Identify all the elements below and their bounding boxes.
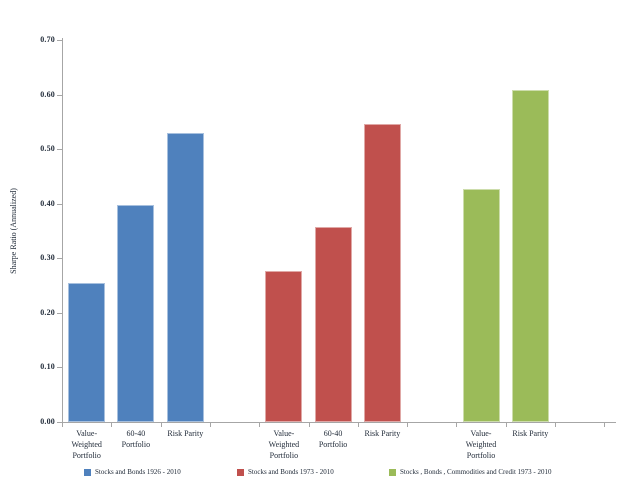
x-tick-mark xyxy=(259,422,261,427)
y-tick-label: 0.50 xyxy=(40,144,55,154)
x-category-label: Risk Parity xyxy=(344,428,420,439)
x-category-label-line: Weighted xyxy=(465,440,497,449)
x-axis-line xyxy=(62,422,616,423)
x-tick-mark xyxy=(604,422,606,427)
y-tick-label: 0.30 xyxy=(40,253,55,263)
bar xyxy=(511,89,549,422)
bar xyxy=(462,189,500,422)
y-tick-mark xyxy=(57,312,62,314)
x-category-label-line: Portfolio xyxy=(466,451,496,460)
legend-marker-icon xyxy=(237,468,244,476)
legend-label: Stocks and Bonds 1973 - 2010 xyxy=(248,468,334,476)
x-tick-mark xyxy=(209,422,211,427)
legend-marker-icon xyxy=(84,468,91,476)
legend-label: Stocks and Bonds 1926 - 2010 xyxy=(95,468,181,476)
x-category-label: Risk Parity xyxy=(147,428,223,439)
legend-item: Stocks , Bonds , Commodities and Credit … xyxy=(389,468,551,476)
legend-item: Stocks and Bonds 1973 - 2010 xyxy=(237,468,334,476)
y-axis-line xyxy=(62,38,63,423)
x-category-label-line: Risk Parity xyxy=(364,429,401,438)
x-category-label: 60-40 Portfolio xyxy=(98,428,174,450)
bar xyxy=(68,282,106,422)
legend-marker-icon xyxy=(389,468,396,476)
x-category-label: Value- Weighted Portfolio xyxy=(49,428,125,461)
legend-item: Stocks and Bonds 1926 - 2010 xyxy=(84,468,181,476)
bar xyxy=(363,124,401,422)
x-category-label-line: Value- xyxy=(76,429,98,438)
x-tick-mark xyxy=(62,422,63,427)
x-category-label-line: Portfolio xyxy=(72,451,101,460)
y-tick-mark xyxy=(57,258,62,260)
x-tick-mark xyxy=(308,422,310,427)
x-category-label-line: Risk Parity xyxy=(512,429,549,438)
y-tick-mark xyxy=(57,367,62,369)
y-tick-label: 0.40 xyxy=(40,198,55,208)
y-tick-label: 0.00 xyxy=(40,417,55,426)
x-tick-mark xyxy=(357,422,359,427)
y-tick-label: 0.10 xyxy=(40,362,55,372)
x-category-label-line: Portfolio xyxy=(121,440,151,449)
y-tick-label: 0.60 xyxy=(40,89,55,99)
y-axis-title: Sharpe Ratio (Annualized) xyxy=(9,188,18,274)
x-category-label: Value- Weighted Portfolio xyxy=(443,428,519,461)
x-tick-mark xyxy=(407,422,409,427)
bar xyxy=(166,132,204,422)
x-category-label-line: 60-40 xyxy=(126,429,146,438)
x-category-label-line: Value- xyxy=(273,429,295,438)
x-category-label: Value- Weighted Portfolio xyxy=(246,428,322,461)
x-category-label-line: Value- xyxy=(470,429,492,438)
x-tick-mark xyxy=(456,422,458,427)
y-tick-mark xyxy=(57,40,62,41)
y-tick-label: 0.70 xyxy=(40,35,55,44)
legend-label: Stocks , Bonds , Commodities and Credit … xyxy=(400,468,552,476)
bar xyxy=(265,271,303,422)
x-category-label-line: Weighted xyxy=(71,440,102,449)
y-tick-mark xyxy=(57,149,62,151)
x-tick-mark xyxy=(555,422,556,427)
x-tick-mark xyxy=(160,422,162,427)
x-tick-mark xyxy=(505,422,507,427)
x-category-label-line: Portfolio xyxy=(318,440,348,449)
x-category-label: Risk Parity xyxy=(492,428,568,439)
x-category-label-line: Weighted xyxy=(268,440,300,449)
x-tick-mark xyxy=(111,422,113,427)
x-category-label-line: Risk Parity xyxy=(167,429,204,438)
x-category-label-line: 60-40 xyxy=(323,429,343,438)
bar xyxy=(117,204,155,422)
y-tick-mark xyxy=(57,94,62,96)
y-tick-mark xyxy=(57,203,62,205)
x-category-label: 60-40 Portfolio xyxy=(295,428,371,450)
bar xyxy=(314,226,352,422)
x-category-label-line: Portfolio xyxy=(269,451,299,460)
y-tick-label: 0.20 xyxy=(40,307,55,317)
y-tick-mark xyxy=(57,422,62,423)
